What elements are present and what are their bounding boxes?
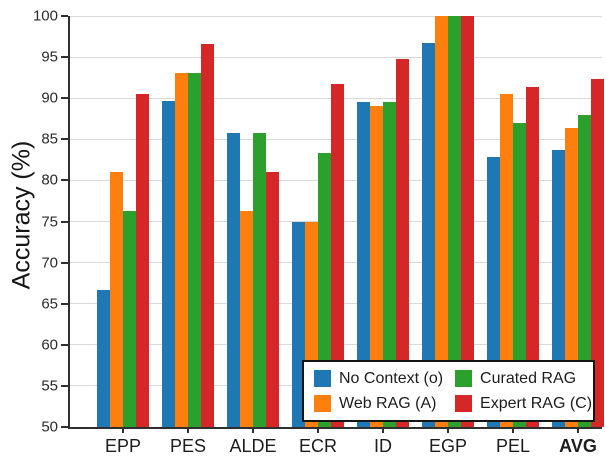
y-tick-label: 70: [41, 254, 58, 272]
x-tick-mark: [512, 427, 514, 433]
y-tick-label: 90: [41, 89, 58, 107]
y-tick-label: 50: [41, 418, 58, 436]
bar-avg-series-2: [578, 114, 591, 427]
bar-pel-series-3: [526, 86, 539, 427]
y-tick-mark: [61, 384, 68, 387]
y-tick-label: 65: [41, 295, 58, 313]
legend-label: Web RAG (A): [339, 394, 437, 412]
legend-item-0: No Context (o): [314, 370, 443, 388]
bar-alde-series-1: [240, 210, 253, 427]
x-tick-mark: [382, 427, 384, 433]
bar-egp-series-3: [461, 16, 474, 427]
legend-item-1: Web RAG (A): [314, 395, 443, 413]
y-tick-label: 55: [41, 377, 58, 395]
bar-egp-series-2: [448, 16, 461, 427]
y-tick-mark: [61, 302, 68, 305]
legend: No Context (o) Web RAG (A) Curated RAG Expe…: [302, 360, 595, 422]
bar-epp-series-2: [123, 210, 136, 427]
y-tick-mark: [61, 179, 68, 182]
bar-pes-series-2: [188, 72, 201, 427]
gridline: [70, 15, 602, 17]
bar-epp-series-3: [136, 94, 149, 427]
legend-swatch-icon: [455, 370, 473, 387]
y-tick-mark: [61, 261, 68, 264]
bar-egp-series-1: [435, 16, 448, 427]
y-tick-mark: [61, 220, 68, 223]
bar-avg-series-0: [552, 150, 565, 427]
gridline: [70, 56, 602, 58]
y-tick-label: 100: [32, 7, 58, 25]
x-tick-label: ALDE: [229, 436, 277, 456]
bar-id-series-1: [370, 106, 383, 427]
y-axis-spine: [68, 16, 70, 429]
y-tick-mark: [61, 138, 68, 141]
x-tick-mark: [577, 427, 579, 433]
x-tick-label: EGP: [428, 436, 468, 456]
y-tick-label: 75: [41, 213, 58, 230]
bar-id-series-2: [383, 102, 396, 427]
bar-ecr-series-0: [292, 221, 305, 427]
x-tick-mark: [252, 427, 254, 433]
legend-swatch-icon: [314, 395, 331, 412]
bar-pes-series-1: [175, 72, 188, 427]
x-tick-mark: [447, 427, 449, 433]
legend-swatch-icon: [314, 370, 331, 387]
bar-alde-series-0: [227, 132, 240, 427]
bar-ecr-series-2: [318, 153, 331, 427]
y-tick-mark: [61, 97, 68, 100]
bar-pel-series-0: [487, 157, 500, 427]
bar-alde-series-3: [266, 172, 279, 427]
bar-pes-series-0: [162, 100, 175, 427]
y-tick-mark: [61, 15, 68, 17]
legend-label: Curated RAG: [480, 369, 577, 387]
bar-pes-series-3: [201, 43, 214, 427]
bar-epp-series-0: [97, 289, 110, 427]
plot-area: 50 55 60 65 70 75 80 85 90 95 100 EPP PES ALDE ECR ID EG…: [33, 9, 604, 455]
x-tick-label: PEL: [495, 436, 531, 456]
x-tick-label: EPP: [104, 436, 142, 456]
legend-item-3: Expert RAG (C): [455, 395, 592, 413]
bar-alde-series-2: [253, 132, 266, 427]
bar-ecr-series-3: [331, 84, 344, 427]
y-tick-mark: [61, 56, 68, 59]
x-tick-label: ID: [374, 436, 392, 456]
bar-id-series-3: [396, 58, 409, 427]
legend-swatch-icon: [455, 395, 473, 412]
bar-avg-series-3: [591, 79, 604, 427]
y-tick-mark: [61, 343, 68, 346]
y-axis-title: Accuracy (%): [7, 140, 36, 290]
x-tick-mark: [122, 427, 124, 433]
legend-label: Expert RAG (C): [480, 394, 593, 412]
bar-avg-series-1: [565, 127, 578, 427]
y-tick-label: 60: [41, 336, 58, 354]
x-tick-label: PES: [169, 436, 207, 456]
y-tick-label: 85: [41, 130, 58, 148]
x-tick-mark: [317, 427, 319, 433]
legend-item-2: Curated RAG: [455, 370, 592, 388]
x-tick-mark: [187, 427, 189, 433]
y-tick-label: 95: [41, 48, 58, 66]
bar-egp-series-0: [422, 43, 435, 427]
bar-epp-series-1: [110, 172, 123, 427]
bar-pel-series-1: [500, 94, 513, 427]
y-tick-mark: [61, 426, 68, 428]
x-axis-spine: [68, 427, 602, 429]
legend-label: No Context (o): [339, 369, 444, 387]
x-tick-label: ECR: [298, 436, 338, 456]
x-tick-label: AVG: [559, 436, 597, 456]
bar-id-series-0: [357, 102, 370, 427]
y-tick-label: 80: [41, 171, 58, 189]
bar-pel-series-2: [513, 122, 526, 427]
